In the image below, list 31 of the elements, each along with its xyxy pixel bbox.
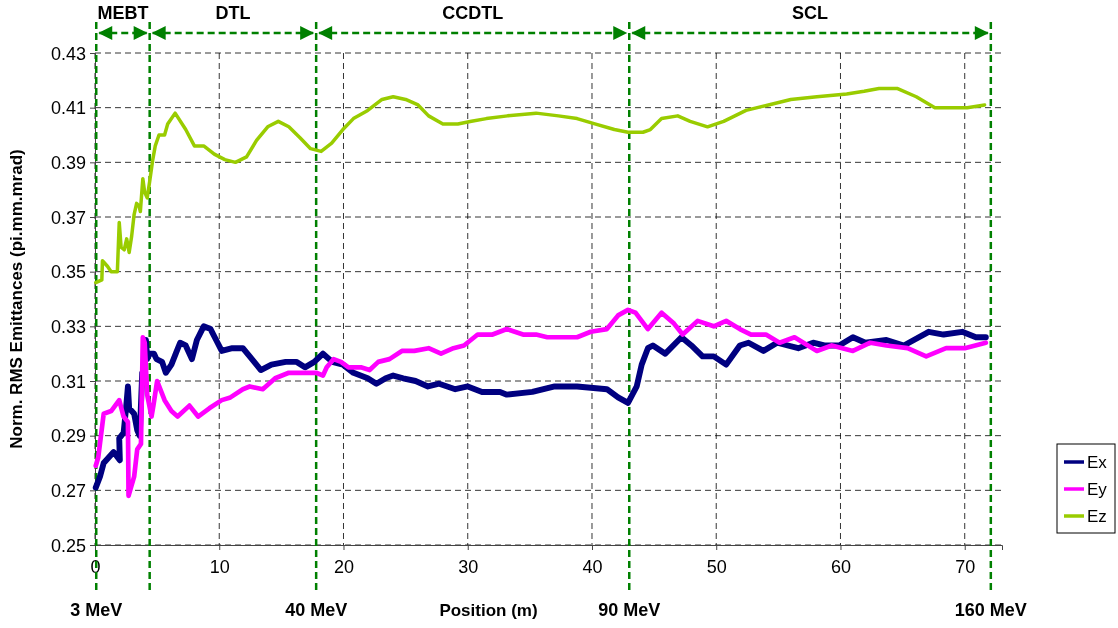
x-tick-label: 60 <box>830 556 851 577</box>
y-tick-label: 0.31 <box>50 371 86 392</box>
legend-label: Ez <box>1087 506 1107 526</box>
y-tick-label: 0.25 <box>50 535 86 556</box>
line-series <box>94 86 987 285</box>
y-tick-label: 0.29 <box>50 426 86 447</box>
x-axis-title: Position (m) <box>439 601 538 620</box>
text: SCL <box>792 3 829 23</box>
x-tick-label: 20 <box>333 556 355 577</box>
y-axis-title: Norm. RMS Emittances (pi.mm.mrad) <box>7 149 26 449</box>
ref-line-label: 90 MeV <box>598 600 661 620</box>
text: CCDTL <box>442 3 504 23</box>
x-tick-label: 10 <box>209 556 230 577</box>
legend-label: Ey <box>1087 479 1108 499</box>
x-tick-label: 70 <box>955 556 976 577</box>
x-tick-label: 50 <box>706 556 727 577</box>
x-tick-label: 40 <box>582 556 603 577</box>
y-tick-label: 0.43 <box>50 43 86 64</box>
y-tick-label: 0.37 <box>50 207 86 228</box>
y-tick-label: 0.35 <box>50 262 86 283</box>
y-tick-label: 0.33 <box>50 317 86 338</box>
x-tick-label: 30 <box>458 556 479 577</box>
y-tick-label: 0.27 <box>50 481 86 502</box>
ref-line-label: 160 MeV <box>954 600 1027 620</box>
text: DTL <box>215 3 251 23</box>
ref-line-label: 3 MeV <box>70 600 123 620</box>
text: MEBT <box>97 3 149 23</box>
y-tick-label: 0.39 <box>50 153 86 174</box>
ref-line-label: 40 MeV <box>285 600 348 620</box>
legend-label: Ex <box>1087 452 1108 472</box>
y-tick-label: 0.41 <box>50 98 86 119</box>
